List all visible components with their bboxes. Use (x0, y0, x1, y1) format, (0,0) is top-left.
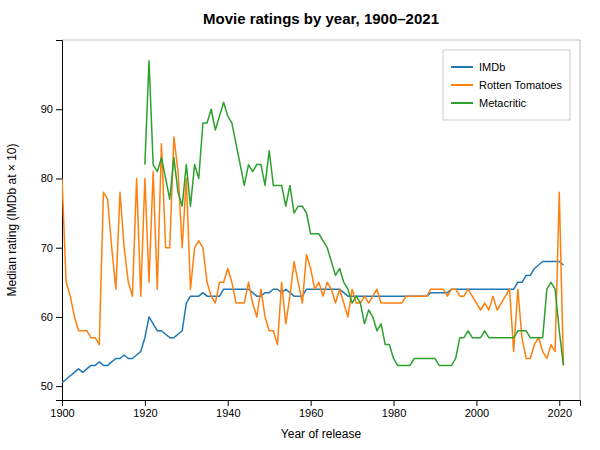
x-axis-title: Year of release (281, 427, 362, 441)
y-tick-mark (56, 386, 62, 387)
x-tick: 1920 (133, 400, 157, 419)
legend-label: Metacritic (479, 97, 527, 109)
y-tick-label: 70 (41, 242, 53, 254)
y-tick-label: 90 (41, 103, 53, 115)
y-tick-mark (56, 317, 62, 318)
x-tick: 2020 (548, 400, 572, 419)
series-line (145, 61, 564, 366)
y-tick: 70 (41, 242, 62, 254)
legend-item: Rotten Tomatoes (451, 79, 562, 91)
x-tick: 2000 (465, 400, 489, 419)
legend-item: IMDb (451, 61, 505, 73)
x-axis-line (63, 401, 581, 407)
y-tick: 80 (41, 172, 62, 184)
x-tick-mark (145, 400, 146, 406)
x-tick-label: 1960 (299, 407, 323, 419)
y-axis-line (56, 41, 63, 401)
legend-swatch (451, 66, 473, 68)
x-tick-mark (394, 400, 395, 406)
y-tick: 50 (41, 380, 62, 392)
legend-swatch (451, 84, 473, 86)
legend-label: Rotten Tomatoes (479, 79, 562, 91)
x-tick: 1960 (299, 400, 323, 419)
y-tick-mark (56, 109, 62, 110)
y-tick-mark (56, 178, 62, 179)
x-tick-label: 1940 (216, 407, 240, 419)
legend-box (443, 50, 570, 120)
x-tick: 1900 (50, 400, 74, 419)
x-tick: 1940 (216, 400, 240, 419)
legend-item: Metacritic (451, 97, 527, 109)
legend: IMDb Rotten Tomatoes Metacritic (443, 50, 570, 120)
plot-frame (580, 40, 581, 400)
x-tick-mark (476, 400, 477, 406)
legend-swatch (451, 102, 473, 104)
y-axis-title: Median rating (IMDb at × 10) (5, 143, 19, 296)
x-tick-mark (311, 400, 312, 406)
y-tick-label: 60 (41, 311, 53, 323)
y-tick-label: 50 (41, 380, 53, 392)
x-axis: 1900 1920 1940 1960 1980 2000 2020 (50, 400, 580, 419)
chart: 1900 1920 1940 1960 1980 2000 2020 50 60 70 80 90 Mo… (0, 0, 600, 450)
x-tick-label: 1980 (382, 407, 406, 419)
x-tick-label: 1900 (50, 407, 74, 419)
x-tick-label: 2020 (548, 407, 572, 419)
x-tick-mark (559, 400, 560, 406)
y-tick: 90 (41, 103, 62, 115)
y-tick-mark (56, 248, 62, 249)
title: Movie ratings by year, 1900–2021 (203, 10, 439, 27)
legend-label: IMDb (479, 61, 505, 73)
y-axis: 50 60 70 80 90 (41, 41, 63, 401)
y-tick: 60 (41, 311, 62, 323)
y-tick-label: 80 (41, 172, 53, 184)
x-tick-mark (228, 400, 229, 406)
plot-frame (62, 40, 580, 41)
x-tick-label: 1920 (133, 407, 157, 419)
x-tick-label: 2000 (465, 407, 489, 419)
x-tick: 1980 (382, 400, 406, 419)
series-line (62, 137, 563, 365)
